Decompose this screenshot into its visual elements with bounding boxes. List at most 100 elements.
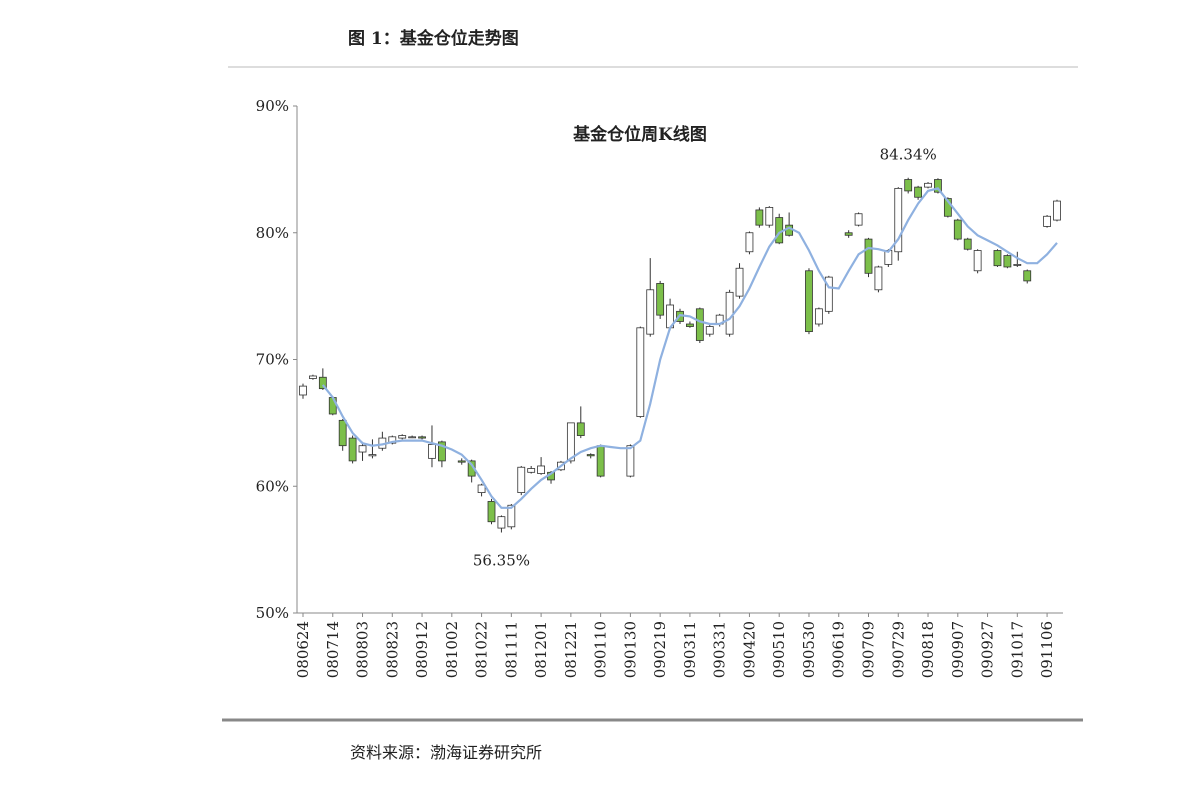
y-tick-label: 70% [256,351,289,369]
candle-body [805,270,813,333]
candle-body [358,445,367,453]
candle-body [596,445,605,477]
candle-body [318,376,327,390]
candle-body [814,308,823,325]
x-tick-label: 090311 [681,621,699,678]
candle-body [646,289,655,335]
candle-body [507,504,516,528]
x-tick-label: 080803 [354,621,372,678]
candle-body [348,437,357,462]
x-tick-label: 081002 [443,621,461,678]
source-note: 资料来源：渤海证券研究所 [350,743,542,762]
y-tick-label: 60% [256,477,289,495]
candle-body [894,187,903,253]
candle-body [586,454,595,457]
candle-body [626,445,635,477]
candle-body [864,238,873,274]
x-tick-label: 090927 [979,621,997,678]
candle-body [1043,215,1051,227]
y-tick-label: 80% [256,224,289,242]
x-tick-label: 091017 [1008,621,1026,678]
candle-body [914,186,923,198]
candle-body [963,238,972,250]
candle-body [338,419,347,447]
candle-body [576,422,585,436]
x-tick-label: 090530 [800,621,818,678]
candle-body [457,460,466,463]
candle-body [943,198,952,217]
x-tick-label: 091106 [1038,621,1056,678]
x-tick-label: 080823 [383,621,401,678]
candle-body [437,441,446,462]
x-tick-label: 090219 [651,621,669,678]
x-tick-label: 090331 [711,621,729,678]
y-tick-label: 50% [256,604,289,622]
candle-body [408,436,417,439]
candle-body [775,217,784,244]
x-tick-label: 090110 [592,621,610,678]
candle-body [309,375,317,379]
plot-area: 50% 60% 70% 80% 90% 080624 080714 080803 080823 0… [256,97,1063,678]
candle-body [686,323,694,327]
candle-body [924,182,932,188]
candle-body [566,422,575,462]
candle-body [1013,264,1022,266]
candle-body [497,516,506,529]
moving-average-line [321,187,1058,509]
x-tick-label: 090619 [830,621,848,678]
x-tick-label: 080624 [294,621,312,678]
x-tick-label: 081111 [502,621,520,678]
candle-body [368,454,377,457]
candle-body [517,466,526,493]
candle-body [854,213,863,226]
x-tick-label: 081201 [532,621,550,678]
x-tick-label: 090818 [919,621,937,678]
candle-body [487,501,496,523]
candle-body [636,327,645,417]
candle-body [656,283,665,316]
candle-body [934,179,942,193]
x-tick-label: 090420 [740,621,758,678]
chart-title: 基金仓位周K线图 [572,124,707,145]
candle-body [398,435,407,439]
candle-body [299,385,307,396]
candle-body [388,436,397,444]
candle-body [477,484,486,493]
candle-body [1053,200,1061,221]
low-annotation: 56.35% [473,552,530,570]
y-tick-label: 90% [256,97,289,115]
candle-body [765,206,774,226]
candle-body [745,232,754,253]
candle-body [904,179,913,192]
x-tick-label: 081221 [562,621,580,678]
x-tick-label: 090130 [621,621,639,678]
x-tick-label: 090729 [889,621,907,678]
figure-caption: 图 1：基金仓位走势图 [348,28,519,49]
candle-body [1023,270,1032,282]
candle-body [844,232,853,236]
candle-body [418,436,426,439]
candle-body [973,250,982,272]
candle-body [705,326,714,335]
x-tick-label: 090709 [860,621,878,678]
x-tick-label: 090510 [770,621,788,678]
high-annotation: 84.34% [880,146,937,164]
candle-body [725,291,734,335]
x-tick-label: 080714 [324,621,342,678]
x-tick-label: 081022 [473,621,491,678]
candle-body [735,267,744,297]
candle-body [695,308,704,341]
candle-body [953,219,962,240]
candle-body [824,276,833,312]
x-tick-label: 080912 [413,621,431,678]
candle-body [537,465,546,474]
candle-body [428,444,436,459]
candle-body [1003,255,1012,268]
candle-body [993,250,1002,267]
candle-body [755,209,764,226]
x-tick-label: 090907 [949,621,967,678]
candle-body [874,266,883,291]
candle-body [527,468,536,473]
